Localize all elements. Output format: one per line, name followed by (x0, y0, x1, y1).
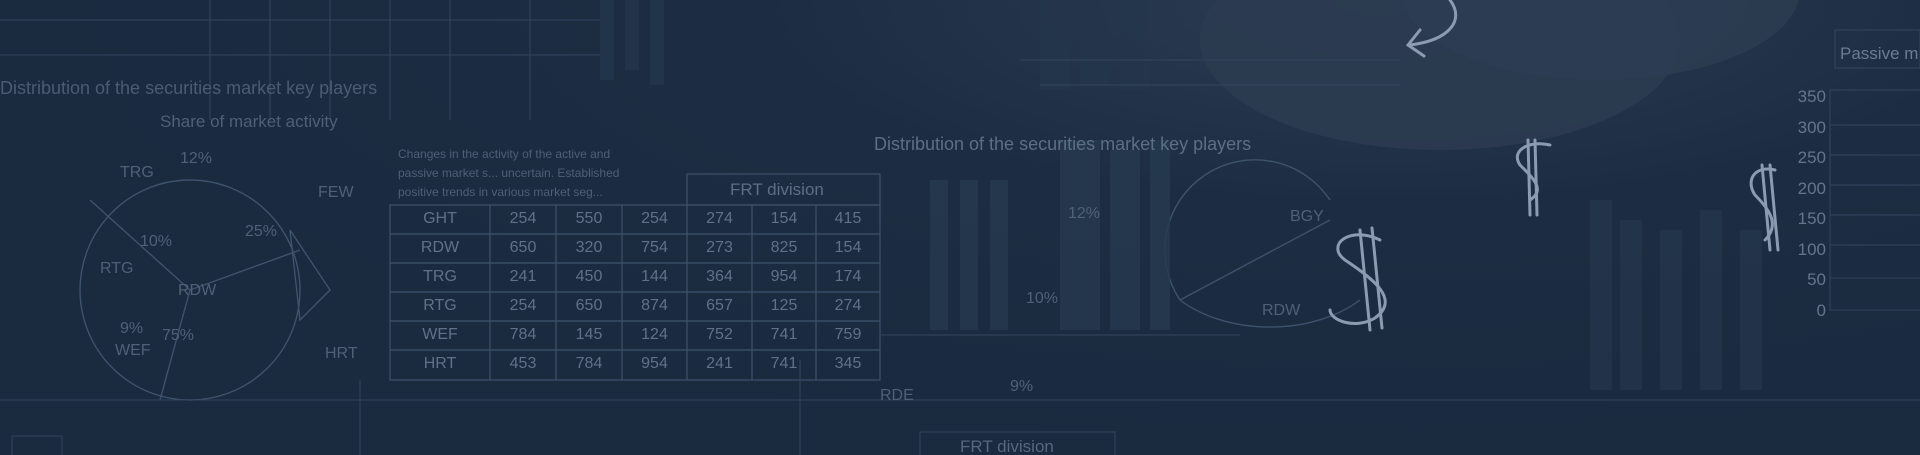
dist-title: Distribution of the securities market ke… (874, 134, 1252, 154)
dollar-sign-icon (1328, 226, 1387, 332)
passive-label: Passive m (1840, 44, 1919, 63)
table-row: RDW 650 320 754 273 825 154 (420, 239, 862, 256)
table-row: RTG 254 650 874 657 125 274 (423, 297, 862, 314)
frt-title: FRT division (730, 180, 824, 199)
dollar-sign-icon (1749, 163, 1780, 252)
table-row: WEF 784 145 124 752 741 759 (422, 326, 862, 343)
arrow-curl-icon (1405, 0, 1458, 58)
frt-title-bottom: FRT division (960, 437, 1054, 455)
dist-title-left: Distribution of the securities market ke… (0, 78, 378, 98)
table-row: GHT 254 550 254 274 154 415 (423, 210, 862, 227)
table-row: HRT 453 784 954 241 741 345 (423, 355, 862, 372)
table-row: TRG 241 450 144 364 954 174 (423, 268, 862, 285)
share-title: Share of market activity (160, 112, 338, 131)
dollar-sign-icon (1516, 138, 1552, 217)
market-note: Changes in the activity of the active an… (398, 147, 620, 199)
axis-values: 350 300 250 200 150 100 50 0 (1797, 87, 1826, 320)
data-table: GHT 254 550 254 274 154 415 RDW 650 320 … (390, 210, 880, 384)
